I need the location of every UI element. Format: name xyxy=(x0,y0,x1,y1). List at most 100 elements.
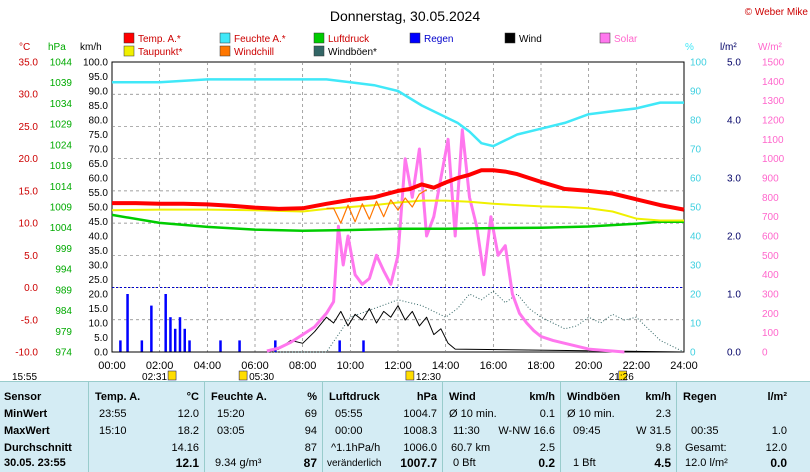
humidity-tick-label: 100 xyxy=(690,58,707,69)
humidity-max-time: 03:05 xyxy=(217,425,245,437)
pressure-tick-label: 999 xyxy=(55,244,72,255)
temp-max-value: 18.2 xyxy=(177,425,199,437)
legend-swatch xyxy=(219,32,231,44)
gust-bft: 1 Bft xyxy=(573,457,596,469)
x-tick-label: 20:00 xyxy=(575,360,603,372)
humidity-max-value: 94 xyxy=(304,425,317,437)
wind-tick-label: 90.0 xyxy=(89,87,109,98)
wind-tick-label: 25.0 xyxy=(89,275,109,286)
stats-table: Sensor MinWert MaxWert Durchschnitt 30.0… xyxy=(0,381,810,472)
temp-avg-value: 14.16 xyxy=(171,442,199,454)
rain-tick-label: 0.0 xyxy=(727,348,741,359)
legend-label: Windböen* xyxy=(328,47,377,58)
rain-bar xyxy=(362,340,365,352)
wind-tick-label: 5.0 xyxy=(94,333,108,344)
solar-tick-label: 1100 xyxy=(762,135,784,146)
wind-tick-label: 55.0 xyxy=(89,188,109,199)
solar-tick-label: 200 xyxy=(762,309,779,320)
deg-unit: °C xyxy=(19,42,30,53)
x-tick-label: 04:00 xyxy=(194,360,222,372)
rain-bar xyxy=(183,328,186,352)
time-bar: 15:55 02:31 05:30 12:30 21:26 xyxy=(0,370,810,381)
temp-tick-label: 10.0 xyxy=(19,219,39,230)
x-tick-label: 22:00 xyxy=(623,360,651,372)
x-tick-label: 00:00 xyxy=(98,360,126,372)
chart-title: Donnerstag, 30.05.2024 xyxy=(330,8,480,24)
series-wind xyxy=(112,305,685,353)
x-tick-label: 08:00 xyxy=(289,360,317,372)
wind-tick-label: 50.0 xyxy=(89,203,109,214)
wind-tick-label: 0.0 xyxy=(94,348,108,359)
humidity-avg-value: 87 xyxy=(304,442,317,454)
legend-label: Solar xyxy=(614,34,638,45)
time-marker-label: 05:30 xyxy=(249,372,274,381)
temp-min-time: 23:55 xyxy=(99,408,127,420)
rain-max-value: 1.0 xyxy=(771,425,787,437)
wind-tick-label: 10.0 xyxy=(89,319,109,330)
rain-bar xyxy=(219,340,222,352)
solar-tick-label: 100 xyxy=(762,328,779,339)
pressure-tick-label: 979 xyxy=(55,327,72,338)
legend-label: Wind xyxy=(519,34,542,45)
wind-tick-label: 35.0 xyxy=(89,246,109,257)
temp-tick-label: 30.0 xyxy=(19,90,39,101)
gust-unit: km/h xyxy=(645,391,671,403)
series-temp-a xyxy=(112,168,685,212)
stats-col-temp: Temp. A. °C 23:55 12.0 15:10 18.2 14.16 12.… xyxy=(88,382,203,472)
sensor-row-max: MaxWert xyxy=(4,425,50,437)
legend-swatch xyxy=(123,32,135,44)
gust-header: Windböen xyxy=(567,391,621,403)
temp-tick-label: 15.0 xyxy=(19,186,39,197)
stats-col-sensor: Sensor MinWert MaxWert Durchschnitt 30.0… xyxy=(4,382,86,472)
rain-bar xyxy=(164,294,167,352)
humidity-tick-label: 70 xyxy=(690,145,702,156)
humidity-current: 87 xyxy=(303,456,317,470)
wind-tick-label: 20.0 xyxy=(89,290,109,301)
series xyxy=(111,78,685,354)
gust-avg10-value: 2.3 xyxy=(655,408,671,420)
wind-max-value: W-NW 16.6 xyxy=(498,425,555,437)
rain-total-label: Gesamt: xyxy=(685,442,727,454)
stats-col-rain: Regen l/m² 00:35 1.0 Gesamt: 12.0 12.0 l/m²… xyxy=(676,382,791,472)
rain-current: 0.0 xyxy=(770,456,787,470)
legend-label: Regen xyxy=(424,34,453,45)
gust-max-value: W 31.5 xyxy=(636,425,671,437)
legend-label: Feuchte A.* xyxy=(234,34,286,45)
pressure-tick-label: 1044 xyxy=(50,58,73,69)
wind-header: Wind xyxy=(449,391,476,403)
humidity-abs-value: 9.34 g/m³ xyxy=(215,457,262,469)
legend: Temp. A.* Feuchte A.* Luftdruck Regen Wind So… xyxy=(123,32,638,58)
solar-tick-label: 1000 xyxy=(762,154,785,165)
solar-tick-label: 800 xyxy=(762,193,779,204)
solar-tick-label: 400 xyxy=(762,270,779,281)
series-solar xyxy=(266,128,625,354)
temp-tick-label: -10.0 xyxy=(15,348,38,359)
sensor-row-min: MinWert xyxy=(4,408,48,420)
wind-tick-label: 60.0 xyxy=(89,174,109,185)
temp-tick-label: -5.0 xyxy=(21,315,39,326)
temp-tick-label: 5.0 xyxy=(24,251,38,262)
pressure-current: 1007.7 xyxy=(400,456,437,470)
pressure-min-value: 1004.7 xyxy=(403,408,437,420)
rain-unit: l/m² xyxy=(720,42,737,53)
pressure-tendency: veränderlich xyxy=(327,458,382,469)
wind-tick-label: 100.0 xyxy=(83,58,108,69)
wind-current: 0.2 xyxy=(538,456,555,470)
gust-avg-label: Ø 10 min. xyxy=(567,408,615,420)
gust-current: 4.5 xyxy=(654,456,671,470)
time-bar-background xyxy=(0,370,810,381)
time-marker-label: 02:31 xyxy=(142,372,167,381)
wind-avg-label: Ø 10 min. xyxy=(449,408,497,420)
humidity-tick-label: 40 xyxy=(690,232,702,243)
x-tick-label: 02:00 xyxy=(146,360,174,372)
wind-distance: 60.7 km xyxy=(451,442,491,454)
wind-tick-label: 95.0 xyxy=(89,72,109,83)
pressure-tick-label: 1039 xyxy=(50,78,73,89)
pressure-tick-label: 994 xyxy=(55,265,72,276)
grid xyxy=(111,61,685,353)
humidity-tick-label: 50 xyxy=(690,203,702,214)
solar-tick-label: 0 xyxy=(762,348,768,359)
humidity-header: Feuchte A. xyxy=(211,391,267,403)
wind-avg-value: 2.5 xyxy=(539,442,555,454)
temp-max-time: 15:10 xyxy=(99,425,127,437)
